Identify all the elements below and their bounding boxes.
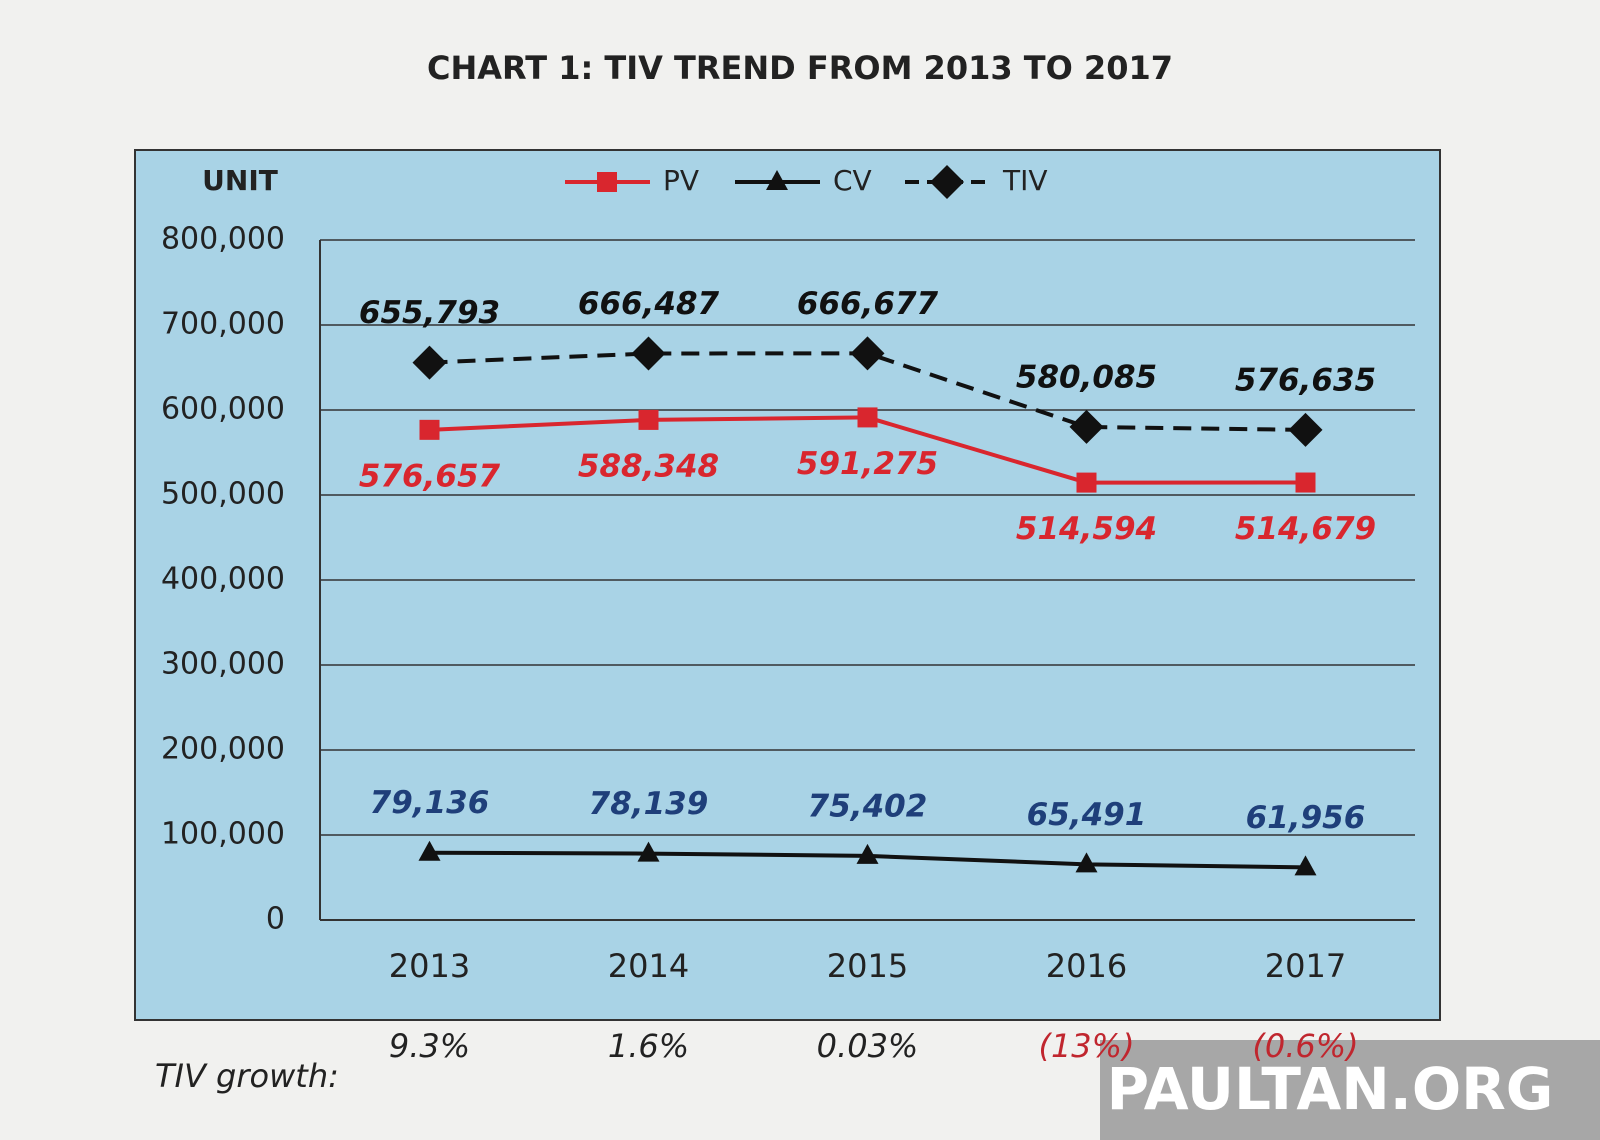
chart-area — [134, 149, 1441, 1021]
growth-label: 1.6% — [608, 1027, 689, 1065]
x-tick-label: 2017 — [1265, 947, 1346, 985]
marker — [1069, 409, 1104, 444]
marker — [766, 170, 788, 190]
marker — [1076, 472, 1097, 493]
x-tick-label: 2016 — [1046, 947, 1127, 985]
data-label: 514,679 — [1235, 511, 1376, 547]
marker — [412, 345, 447, 380]
y-tick-label: 700,000 — [161, 307, 285, 342]
y-tick-label: 800,000 — [161, 222, 285, 257]
growth-label: (13%) — [1038, 1027, 1134, 1065]
data-label: 78,139 — [589, 786, 709, 822]
marker — [637, 841, 660, 862]
data-label: 79,136 — [370, 785, 490, 821]
x-tick-label: 2013 — [389, 947, 470, 985]
data-label: 65,491 — [1027, 797, 1147, 833]
y-axis-label: UNIT — [202, 164, 278, 197]
marker — [1295, 472, 1316, 493]
marker — [1288, 412, 1323, 447]
data-label: 75,402 — [808, 788, 928, 824]
y-tick-label: 0 — [266, 902, 285, 937]
marker — [857, 407, 878, 428]
x-tick-label: 2014 — [608, 947, 689, 985]
marker — [631, 336, 666, 371]
growth-label: (0.6%) — [1252, 1027, 1358, 1065]
data-label: 655,793 — [359, 295, 500, 331]
series-line — [429, 351, 1306, 432]
data-label: 580,085 — [1016, 359, 1157, 395]
marker — [1075, 852, 1098, 873]
data-label: 666,677 — [797, 286, 939, 322]
marker — [930, 165, 964, 199]
y-tick-label: 600,000 — [161, 392, 285, 427]
data-label: 588,348 — [578, 448, 719, 484]
marker — [638, 409, 659, 430]
data-label: 576,635 — [1235, 362, 1376, 398]
data-label: 666,487 — [578, 286, 720, 322]
growth-label: 0.03% — [817, 1027, 919, 1065]
data-label: 591,275 — [797, 446, 938, 482]
marker — [850, 336, 885, 371]
marker — [419, 419, 440, 440]
y-tick-label: 100,000 — [161, 817, 285, 852]
legend-label: PV — [663, 164, 699, 197]
data-label: 61,956 — [1246, 800, 1366, 836]
data-label: 514,594 — [1016, 511, 1157, 547]
growth-label: 9.3% — [389, 1027, 470, 1065]
y-tick-label: 400,000 — [161, 562, 285, 597]
chart-title: CHART 1: TIV TREND FROM 2013 TO 2017 — [427, 49, 1173, 87]
growth-title: TIV growth: — [155, 1057, 339, 1095]
watermark-box — [1100, 1040, 1600, 1140]
y-tick-label: 300,000 — [161, 647, 285, 682]
legend-label: TIV — [1002, 164, 1048, 197]
marker — [856, 843, 879, 864]
y-tick-label: 500,000 — [161, 477, 285, 512]
data-label: 576,657 — [359, 458, 501, 494]
y-tick-label: 200,000 — [161, 732, 285, 767]
x-tick-label: 2015 — [827, 947, 908, 985]
marker — [1294, 855, 1317, 876]
marker — [597, 172, 617, 192]
watermark: PAULTAN.ORG — [1107, 1055, 1554, 1123]
legend-label: CV — [833, 164, 872, 197]
marker — [418, 840, 441, 861]
